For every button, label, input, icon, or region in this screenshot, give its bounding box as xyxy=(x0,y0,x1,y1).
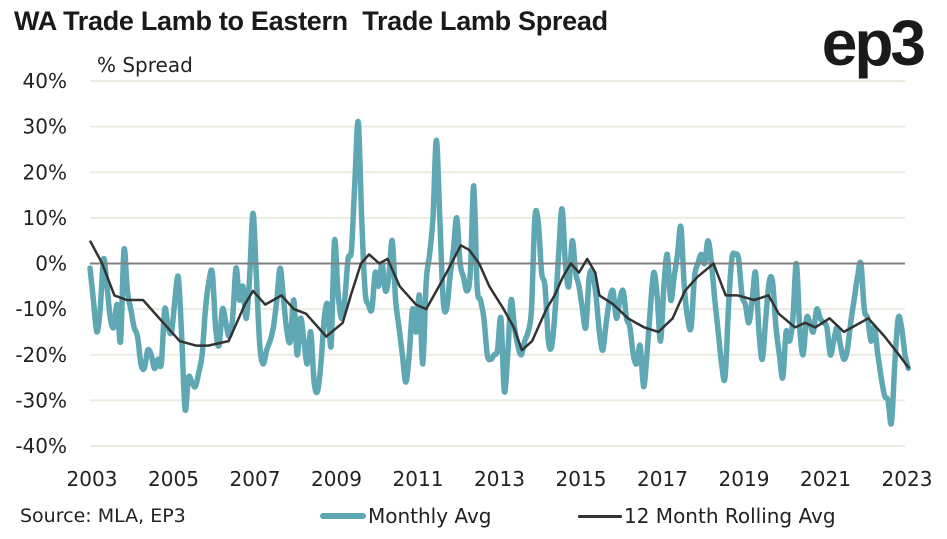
x-tick-label: 2003 xyxy=(67,467,118,491)
x-tick-label: 2023 xyxy=(882,467,933,491)
y-tick-label: 30% xyxy=(23,115,67,139)
y-tick-label: 10% xyxy=(23,206,67,230)
x-tick-label: 2005 xyxy=(148,467,199,491)
ep3-logo: ep3 xyxy=(821,7,926,79)
x-axis-ticks: 2003 2005 2007 2009 2011 2013 2015 2017 2019 2021… xyxy=(67,467,933,491)
y-tick-label: -40% xyxy=(15,434,67,458)
legend-label-monthly: Monthly Avg xyxy=(368,504,492,528)
y-tick-label: 40% xyxy=(23,69,67,93)
series-layer xyxy=(87,119,912,427)
x-tick-label: 2013 xyxy=(474,467,525,491)
x-tick-label: 2009 xyxy=(311,467,362,491)
x-tick-label: 2019 xyxy=(719,467,770,491)
source-note: Source: MLA, EP3 xyxy=(20,505,186,527)
y-tick-label: -30% xyxy=(15,388,67,412)
legend-label-rolling: 12 Month Rolling Avg xyxy=(624,504,836,528)
legend-swatch-rolling xyxy=(578,514,622,518)
legend-item-rolling: 12 Month Rolling Avg xyxy=(578,504,836,528)
y-tick-label: -20% xyxy=(15,343,67,367)
x-tick-label: 2011 xyxy=(393,467,444,491)
x-tick-label: 2017 xyxy=(637,467,688,491)
y-axis-ticks: 40% 30% 20% 10% 0% -10% -20% -30% -40% xyxy=(15,69,67,458)
x-tick-label: 2007 xyxy=(230,467,281,491)
x-tick-label: 2015 xyxy=(556,467,607,491)
series-line-12-month-rolling-avg xyxy=(88,240,911,370)
legend-swatch-monthly xyxy=(320,513,366,519)
y-axis-label: % Spread xyxy=(97,53,193,77)
y-tick-label: 0% xyxy=(35,252,67,276)
series-line-monthly-avg xyxy=(87,119,912,427)
y-tick-label: -10% xyxy=(15,297,67,321)
legend-item-monthly: Monthly Avg xyxy=(320,504,491,528)
x-tick-label: 2021 xyxy=(800,467,851,491)
y-tick-label: 20% xyxy=(23,160,67,184)
chart-title: WA Trade Lamb to Eastern Trade Lamb Spre… xyxy=(14,6,608,36)
